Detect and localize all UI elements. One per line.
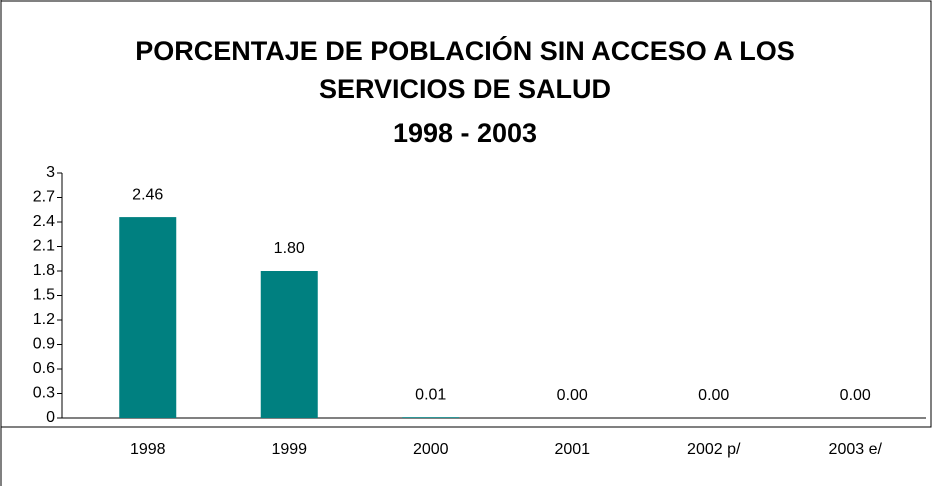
y-tick-label: 0.3 [33,385,55,402]
data-label: 0.01 [415,386,446,403]
x-tick-label: 2003 e/ [829,441,883,458]
chart-subtitle: 1998 - 2003 [392,118,538,148]
bar [119,217,177,418]
data-label: 0.00 [557,387,588,404]
y-tick-label: 0.6 [33,360,55,377]
x-tick-label: 2001 [554,441,590,458]
data-label: 0.00 [698,387,729,404]
y-tick-label: 2.4 [33,213,55,230]
y-tick-label: 1.8 [33,262,55,279]
y-tick-label: 2.7 [33,189,55,206]
data-label: 0.00 [840,387,871,404]
data-label: 2.46 [132,186,163,203]
x-tick-label: 1999 [271,441,307,458]
x-tick-label: 2000 [413,441,449,458]
y-tick-label: 3 [46,164,55,181]
y-tick-label: 1.5 [33,287,55,304]
y-tick-label: 0.9 [33,336,55,353]
y-tick-label: 1.2 [33,311,55,328]
bar [402,417,460,418]
chart-title: PORCENTAJE DE POBLACIÓN SIN ACCESO A LOS… [135,36,795,104]
y-tick-label: 2.1 [33,238,55,255]
data-label: 1.80 [274,240,305,257]
y-tick-label: 0 [46,409,55,426]
x-tick-label: 1998 [130,441,166,458]
bar [260,271,318,418]
x-tick-label: 2002 p/ [687,441,741,458]
